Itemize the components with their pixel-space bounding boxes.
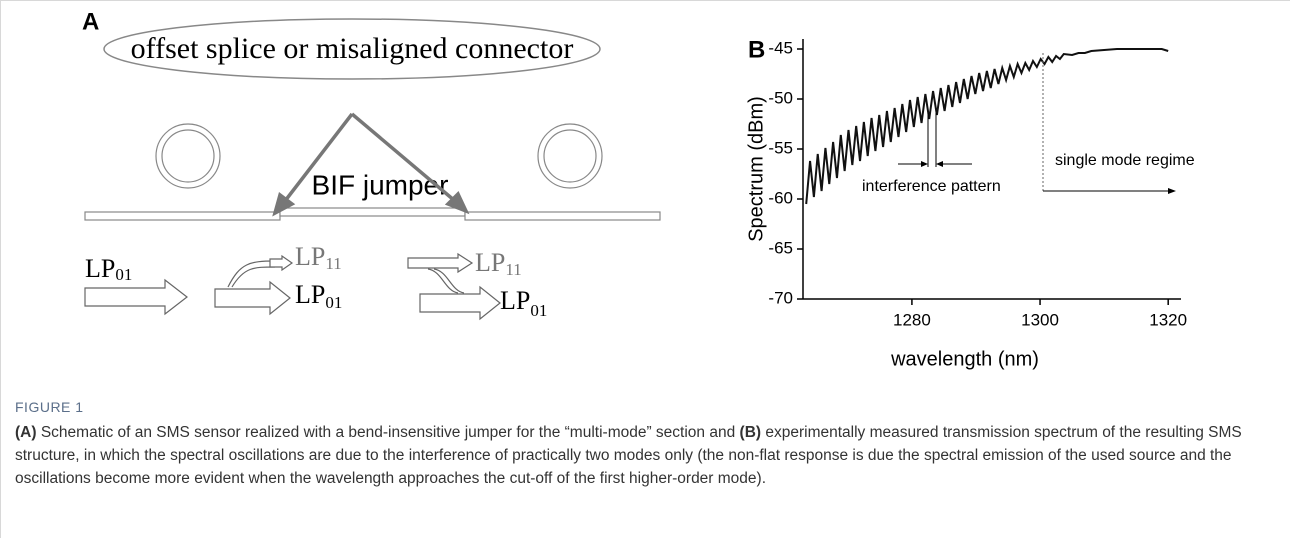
x-tick-label: 1280 xyxy=(893,310,931,329)
annotation: single mode regime xyxy=(1055,152,1195,169)
mode-arrows xyxy=(85,254,500,319)
fiber-loop xyxy=(156,124,220,188)
fiber-loop xyxy=(162,130,214,182)
y-tick-label: -45 xyxy=(768,38,793,57)
x-tick-label: 1320 xyxy=(1149,310,1187,329)
page: A offset splice or misaligned connector … xyxy=(0,0,1290,538)
jumper xyxy=(280,208,465,216)
y-tick-label: -70 xyxy=(768,288,793,307)
mode-arrow xyxy=(408,254,472,272)
fiber-loop xyxy=(544,130,596,182)
mode-name: LP xyxy=(295,242,325,271)
y-tick-label: -50 xyxy=(768,88,793,107)
mode-label: LP11 xyxy=(475,248,522,279)
mode-label: LP01 xyxy=(500,286,547,320)
mode-sub: 01 xyxy=(325,293,342,312)
caption: (A) Schematic of an SMS sensor realized … xyxy=(15,421,1270,490)
jumper-label: BIF jumper xyxy=(312,169,449,200)
panel-label: A xyxy=(82,8,99,35)
y-axis-label: Spectrum (dBm) xyxy=(745,96,767,242)
panel-label: B xyxy=(748,36,765,63)
fiber-loop xyxy=(538,124,602,188)
caption-text: Schematic of an SMS sensor realized with… xyxy=(37,424,740,441)
arrow-head xyxy=(1168,188,1176,194)
fiber xyxy=(85,212,280,220)
mode-label: LP01 xyxy=(85,254,132,284)
arrow-head xyxy=(921,161,928,167)
mode-arrow xyxy=(270,256,292,270)
figure-label: FIGURE 1 xyxy=(15,399,84,415)
y-tick-label: -60 xyxy=(768,188,793,207)
mode-name: LP xyxy=(475,248,505,277)
mode-label: LP01 xyxy=(295,280,342,312)
fiber xyxy=(465,212,660,220)
caption-text: (B) xyxy=(740,424,762,441)
arrow-head xyxy=(936,161,943,167)
mode-sub: 11 xyxy=(505,260,521,279)
mode-label: LP11 xyxy=(295,242,342,273)
mode-sub: 01 xyxy=(115,265,132,284)
y-tick-label: -55 xyxy=(768,138,793,157)
mode-arrow xyxy=(85,280,187,314)
mode-curve xyxy=(428,269,458,293)
mode-name: LP xyxy=(85,254,115,283)
mode-name: LP xyxy=(500,286,530,315)
mode-name: LP xyxy=(295,280,325,309)
caption-text: (A) xyxy=(15,424,37,441)
callout-text: offset splice or misaligned connector xyxy=(131,32,574,65)
x-tick-label: 1300 xyxy=(1021,310,1059,329)
mode-sub: 01 xyxy=(530,301,547,320)
mode-curve xyxy=(232,267,275,287)
annotation: interference pattern xyxy=(862,178,1001,195)
mode-arrow xyxy=(215,282,290,314)
chart: B -70 -65 -60 -55 -50 -45 1280 1300 1320 wavelengt… xyxy=(745,36,1194,370)
y-tick-label: -65 xyxy=(768,238,793,257)
mode-curve xyxy=(434,269,464,293)
mode-sub: 11 xyxy=(325,254,341,273)
figure: A offset splice or misaligned connector … xyxy=(0,1,1290,381)
x-axis-label: wavelength (nm) xyxy=(890,348,1039,370)
